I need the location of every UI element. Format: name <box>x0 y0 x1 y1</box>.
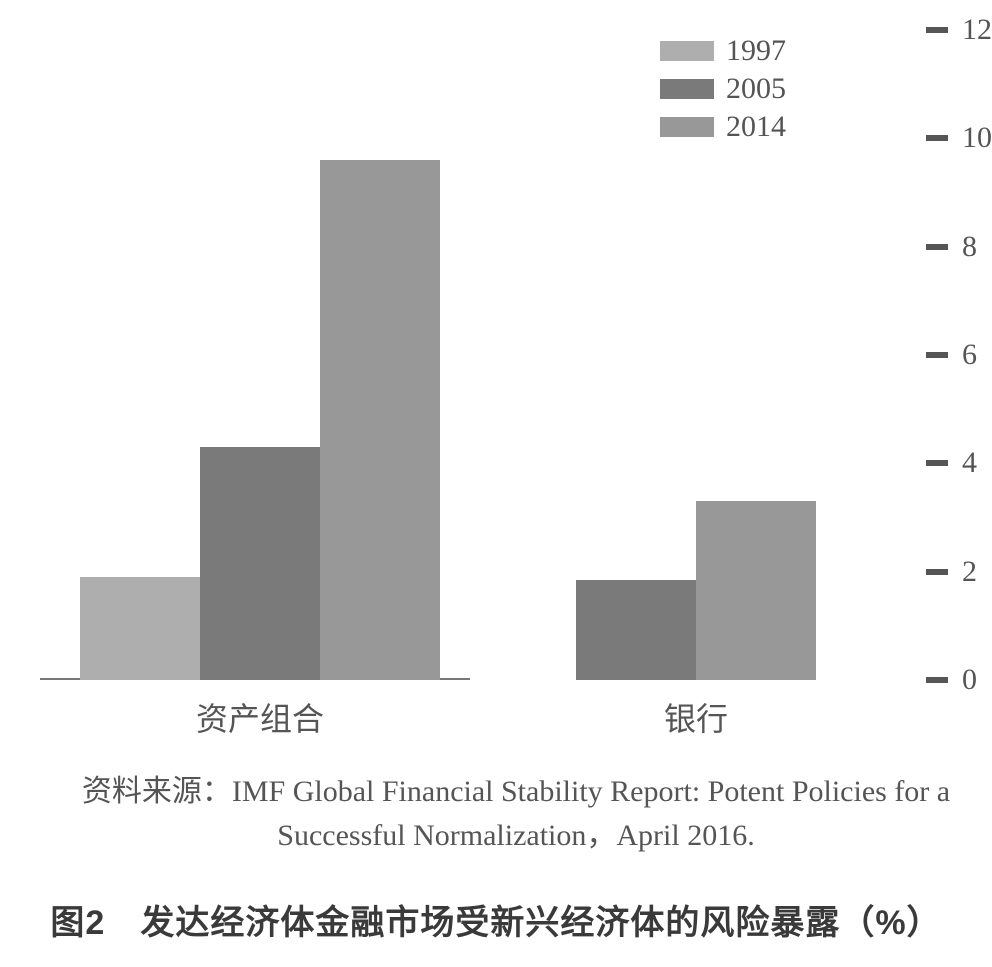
bar <box>320 160 440 680</box>
legend-swatch <box>660 41 714 61</box>
legend-swatch <box>660 79 714 99</box>
y-tick-label: 6 <box>962 338 977 372</box>
legend-item: 1997 <box>660 34 786 68</box>
y-tick-dash <box>926 677 948 683</box>
y-tick-label: 0 <box>962 663 977 697</box>
legend-swatch <box>660 117 714 137</box>
y-tick-label: 4 <box>962 446 977 480</box>
y-tick-label: 10 <box>962 121 992 155</box>
legend-item: 2005 <box>660 72 786 106</box>
figure-caption: 图2 发达经济体金融市场受新兴经济体的风险暴露（%） <box>0 895 992 944</box>
y-tick-label: 2 <box>962 555 977 589</box>
legend-item: 2014 <box>660 110 786 144</box>
category-label: 银行 <box>576 694 816 740</box>
source-text: 资料来源：IMF Global Financial Stability Repo… <box>60 770 972 857</box>
bar <box>576 580 696 680</box>
figure-container: 0 2 4 6 8 10 12 1997 2005 2014 资产组合 银行 资料来源：IMF G… <box>0 0 992 967</box>
y-tick-dash <box>926 27 948 33</box>
legend-label: 2005 <box>726 72 786 106</box>
bar <box>80 577 200 680</box>
y-tick-label: 8 <box>962 230 977 264</box>
bar <box>200 447 320 680</box>
y-tick-label: 12 <box>962 13 992 47</box>
y-tick-dash <box>926 135 948 141</box>
y-tick-dash <box>926 244 948 250</box>
legend: 1997 2005 2014 <box>660 34 786 148</box>
legend-label: 1997 <box>726 34 786 68</box>
y-tick-dash <box>926 352 948 358</box>
category-label: 资产组合 <box>80 694 440 740</box>
legend-label: 2014 <box>726 110 786 144</box>
bar <box>696 501 816 680</box>
y-tick-dash <box>926 569 948 575</box>
y-tick-dash <box>926 460 948 466</box>
